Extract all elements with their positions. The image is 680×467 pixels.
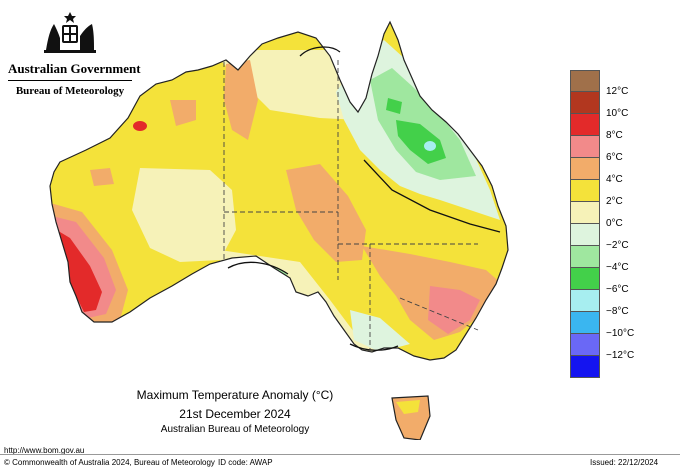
legend-label: 2°C xyxy=(606,196,623,207)
legend-label: 10°C xyxy=(606,108,629,119)
legend-label: −2°C xyxy=(606,240,629,251)
coat-of-arms-icon xyxy=(44,12,96,53)
anomaly-legend xyxy=(570,70,600,378)
legend-label: 4°C xyxy=(606,174,623,185)
legend-swatch xyxy=(570,92,600,114)
legend-swatch xyxy=(570,136,600,158)
map-title: Maximum Temperature Anomaly (°C) xyxy=(136,388,334,402)
legend-swatch xyxy=(570,268,600,290)
branding-divider xyxy=(8,80,132,81)
legend-swatch xyxy=(570,224,600,246)
legend-swatch xyxy=(570,312,600,334)
map-date: 21st December 2024 xyxy=(179,407,291,421)
footer-id-code: ID code: AWAP xyxy=(218,458,273,467)
legend-swatch xyxy=(570,70,600,92)
legend-label: −12°C xyxy=(606,350,635,361)
footer-url[interactable]: http://www.bom.gov.au xyxy=(4,446,85,455)
org-title: Australian Government xyxy=(8,61,141,76)
legend-label: 0°C xyxy=(606,218,623,229)
legend-swatch xyxy=(570,290,600,312)
legend-label: 6°C xyxy=(606,152,623,163)
legend-swatch xyxy=(570,202,600,224)
legend-swatch xyxy=(570,180,600,202)
legend-swatch xyxy=(570,334,600,356)
agency-branding: Australian Government Bureau of Meteorol… xyxy=(8,10,141,97)
legend-label: −8°C xyxy=(606,306,629,317)
footer-issued: Issued: 22/12/2024 xyxy=(590,458,659,467)
map-source: Australian Bureau of Meteorology xyxy=(160,424,310,435)
footer-divider xyxy=(0,454,680,455)
footer-copyright: © Commonwealth of Australia 2024, Bureau… xyxy=(4,458,215,467)
legend-swatch xyxy=(570,356,600,378)
legend-swatch xyxy=(570,114,600,136)
legend-swatch xyxy=(570,158,600,180)
legend-label: 12°C xyxy=(606,86,629,97)
legend-label: −4°C xyxy=(606,262,629,273)
legend-label: 8°C xyxy=(606,130,623,141)
legend-label: −10°C xyxy=(606,328,635,339)
bureau-title: Bureau of Meteorology xyxy=(15,85,125,97)
legend-label: −6°C xyxy=(606,284,629,295)
legend-swatch xyxy=(570,246,600,268)
temperature-anomaly-map xyxy=(49,20,509,440)
